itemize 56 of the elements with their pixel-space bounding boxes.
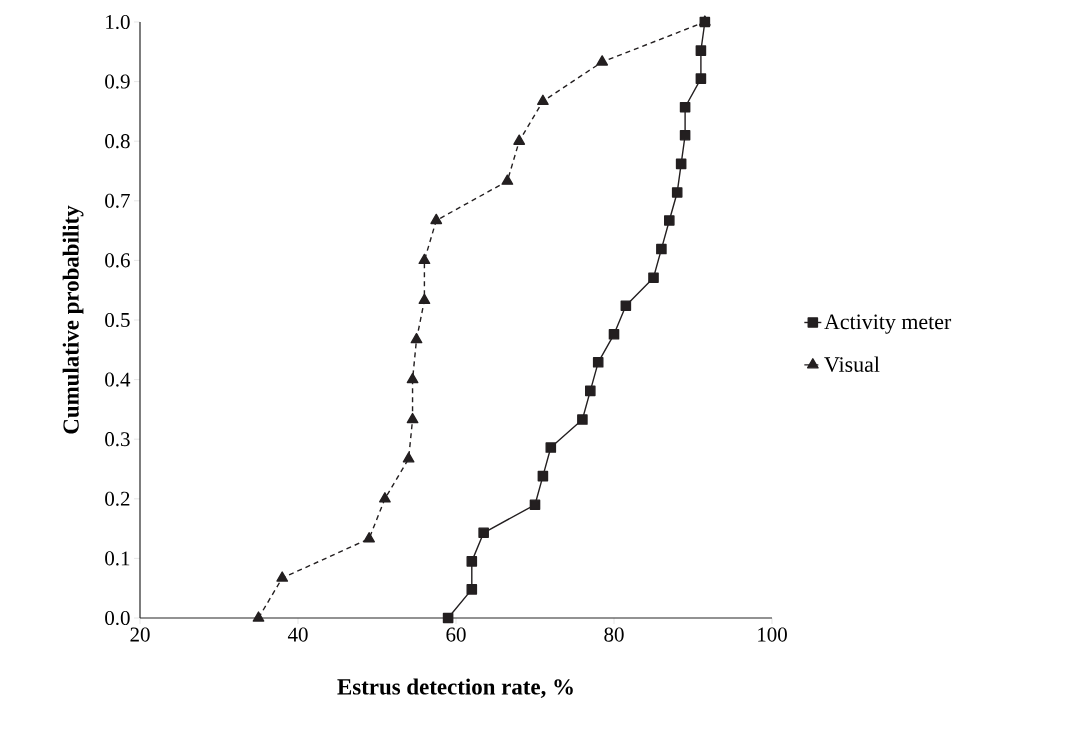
point bbox=[671, 187, 683, 198]
y-axis-title: Cumulative probability bbox=[62, 205, 84, 434]
y-tick-label: 1.0 bbox=[106, 14, 130, 30]
point bbox=[430, 213, 443, 225]
point bbox=[406, 412, 419, 424]
x-tick-label: 60 bbox=[446, 627, 466, 642]
y-tick-label: 0.2 bbox=[105, 491, 130, 506]
legend-label: Visual bbox=[824, 356, 880, 373]
point bbox=[501, 174, 514, 185]
point bbox=[585, 385, 596, 397]
point bbox=[418, 293, 431, 305]
point bbox=[406, 372, 419, 384]
point bbox=[577, 414, 588, 425]
point bbox=[596, 55, 609, 66]
point bbox=[379, 492, 391, 503]
point bbox=[418, 253, 431, 265]
point bbox=[608, 329, 620, 340]
x-tick-label: 80 bbox=[604, 627, 624, 642]
point bbox=[679, 101, 691, 113]
point bbox=[478, 527, 489, 539]
y-tick-label: 0.6 bbox=[105, 253, 130, 268]
y-tick-label: 0.0 bbox=[105, 610, 130, 626]
point bbox=[656, 243, 667, 255]
point bbox=[529, 499, 541, 511]
y-tick-label: 0.8 bbox=[105, 134, 130, 149]
point bbox=[695, 45, 707, 56]
y-tick-label: 0.1 bbox=[105, 551, 130, 566]
point bbox=[442, 612, 454, 624]
point bbox=[410, 332, 423, 344]
x-tick-label: 20 bbox=[130, 627, 150, 642]
point bbox=[537, 94, 549, 105]
point bbox=[276, 571, 289, 582]
point bbox=[648, 272, 659, 283]
legend-label: Activity meter bbox=[824, 314, 952, 334]
x-axis-title: Estrus detection rate, % bbox=[337, 678, 573, 698]
point bbox=[592, 357, 604, 368]
point bbox=[620, 300, 632, 311]
point bbox=[664, 215, 675, 226]
point bbox=[402, 452, 415, 463]
point bbox=[695, 73, 707, 84]
x-tick-label: 100 bbox=[758, 627, 787, 642]
point bbox=[545, 442, 557, 453]
point bbox=[466, 556, 478, 567]
point bbox=[675, 158, 687, 170]
x-tick-label: 40 bbox=[287, 627, 308, 642]
y-tick-label: 0.3 bbox=[105, 432, 130, 447]
point bbox=[363, 532, 375, 543]
point bbox=[679, 129, 691, 141]
y-tick-label: 0.7 bbox=[105, 193, 130, 208]
y-tick-label: 0.5 bbox=[105, 312, 130, 328]
y-tick-label: 0.9 bbox=[105, 74, 130, 89]
point bbox=[466, 584, 478, 595]
point bbox=[513, 134, 526, 145]
point bbox=[537, 470, 549, 482]
point bbox=[252, 611, 265, 622]
y-tick-label: 0.4 bbox=[105, 372, 131, 387]
